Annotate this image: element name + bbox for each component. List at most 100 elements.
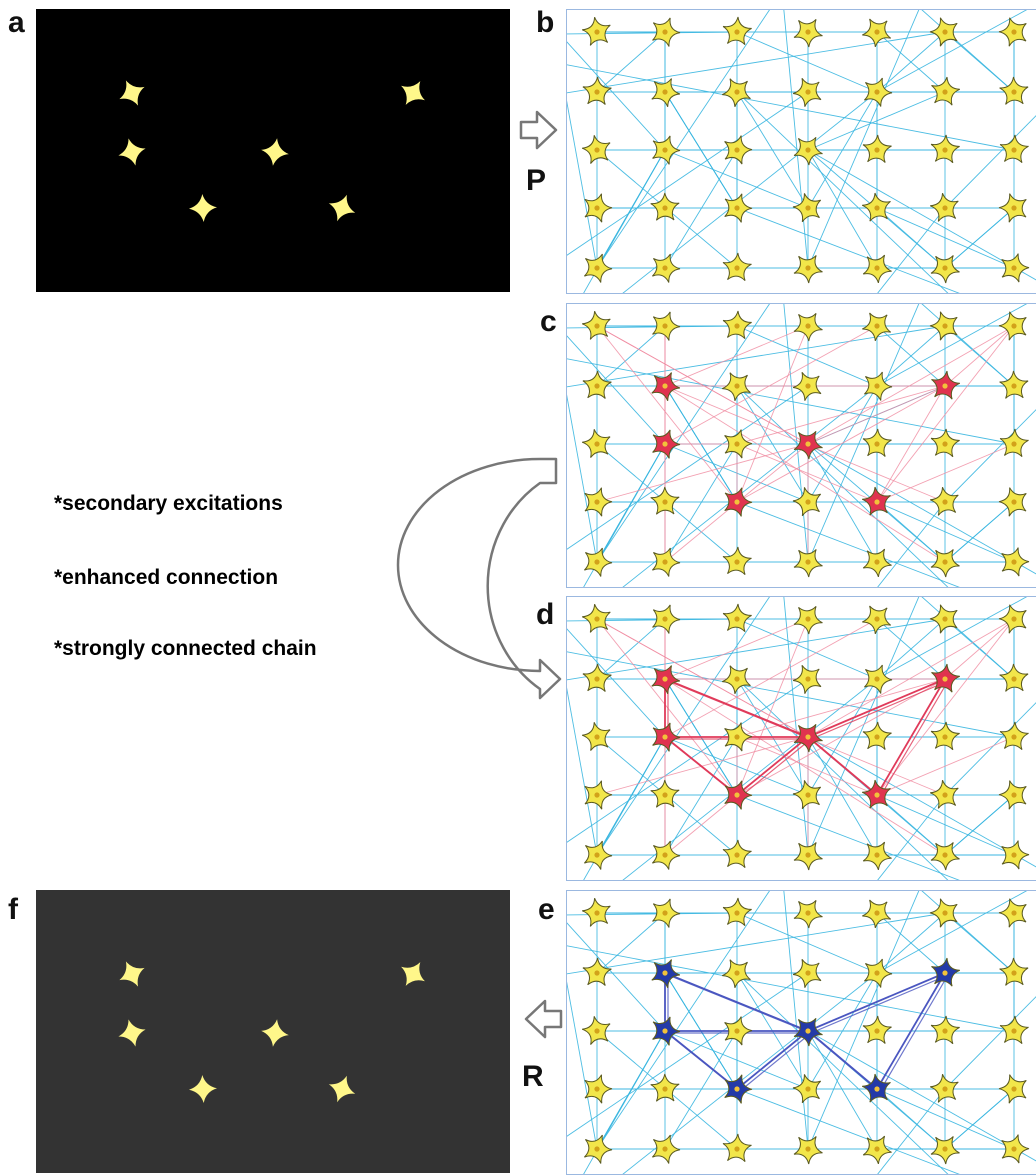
recalled-pattern-star (401, 962, 425, 986)
network-b-neuron-nucleus (594, 205, 600, 211)
network-panel-e (566, 890, 1036, 1175)
network-b-neuron-nucleus (942, 89, 948, 95)
network-c-neuron-nucleus (1011, 499, 1017, 505)
network-d-chain-connection (807, 678, 946, 738)
network-d-secondary-connection (876, 618, 1015, 796)
input-pattern-star (401, 81, 425, 105)
network-d-neuron-nucleus (662, 852, 668, 858)
network-d-neuron-nucleus (662, 734, 668, 740)
network-c-connection (664, 443, 809, 503)
network-c-neuron-nucleus (942, 441, 948, 447)
network-c-neuron-nucleus (1011, 383, 1017, 389)
network-d-neuron-nucleus (734, 734, 740, 740)
network-c-neuron-nucleus (734, 559, 740, 565)
network-b-neuron-nucleus (805, 265, 811, 271)
network-c-neuron-nucleus (1011, 323, 1017, 329)
network-d-connection (567, 651, 1015, 738)
network-c-secondary-connection (876, 385, 946, 503)
network-c-secondary-connection (876, 443, 1015, 503)
network-e-connection (877, 1088, 946, 1174)
network-e-connection (664, 1030, 809, 1090)
network-b-connection (876, 31, 946, 93)
network-e-neuron-nucleus (1011, 1146, 1017, 1152)
network-d-secondary-connection (736, 618, 809, 796)
network-e-connection (567, 912, 946, 975)
network-d-neuron-nucleus (662, 676, 668, 682)
network-d-neuron-nucleus (874, 616, 880, 622)
network-e-connection (783, 891, 809, 1150)
network-b-connection (877, 207, 946, 293)
network-c-neuron-nucleus (594, 499, 600, 505)
network-e-neuron-nucleus (594, 1028, 600, 1034)
network-b-neuron-nucleus (805, 147, 811, 153)
note-strongly-connected-chain: *strongly connected chain (54, 637, 317, 660)
network-b-connection (596, 10, 770, 269)
network-e-neuron-nucleus (805, 1086, 811, 1092)
network-c-secondary-connection (807, 325, 1015, 445)
network-b-neuron-nucleus (662, 147, 668, 153)
network-d-neuron-nucleus (942, 852, 948, 858)
network-e-connection (567, 972, 809, 1137)
network-c-secondary-connection (596, 325, 809, 445)
network-e-chain-connection (736, 1030, 809, 1090)
network-c-neuron-nucleus (942, 383, 948, 389)
recall-arrow-icon (524, 999, 563, 1039)
network-b-neuron-nucleus (805, 89, 811, 95)
network-e-connection (596, 891, 770, 1150)
network-e-connection (736, 972, 949, 1174)
network-d-neuron-nucleus (734, 792, 740, 798)
network-c-neuron-nucleus (874, 441, 880, 447)
network-e-connection (567, 945, 1015, 1032)
network-e-neuron-nucleus (662, 970, 668, 976)
network-e-neuron-nucleus (662, 1146, 668, 1152)
network-b-connection (622, 91, 878, 293)
network-d-connection (807, 597, 920, 856)
network-d-connection (944, 794, 1015, 856)
network-c-connection (736, 325, 878, 387)
network-c-neuron-nucleus (1011, 441, 1017, 447)
network-b-neuron-nucleus (734, 147, 740, 153)
network-b-connection (944, 115, 1036, 209)
network-e-connection (664, 1030, 738, 1150)
network-d-connection (807, 736, 878, 856)
network-c-neuron-nucleus (662, 559, 668, 565)
recalled-pattern-star (189, 1075, 217, 1103)
panel-label-e: e (538, 893, 555, 926)
panel-label-d: d (536, 598, 555, 631)
network-e-neuron-nucleus (734, 1028, 740, 1034)
network-b-neuron-nucleus (874, 265, 880, 271)
network-d-chain-connection (736, 736, 809, 796)
panel-label-a: a (8, 6, 25, 39)
network-e-neuron-nucleus (805, 970, 811, 976)
network-d-connection (921, 597, 1015, 680)
network-c-neuron-nucleus (942, 559, 948, 565)
network-b-connection (664, 149, 809, 209)
network-c-connection (877, 501, 946, 587)
network-b-neuron-nucleus (874, 29, 880, 35)
network-e-connection (876, 912, 946, 974)
network-e-neuron-nucleus (1011, 1086, 1017, 1092)
network-e-neuron-nucleus (942, 910, 948, 916)
network-d-neuron-nucleus (942, 676, 948, 682)
note-enhanced-connection: *enhanced connection (54, 566, 279, 589)
network-d-secondary-connection (664, 618, 809, 680)
recalled-pattern-star (261, 1019, 289, 1047)
network-d-secondary-connection (596, 736, 809, 796)
network-d-neuron-nucleus (805, 852, 811, 858)
network-e-neuron-nucleus (594, 910, 600, 916)
network-d-connection (944, 702, 1036, 796)
network-e-neuron-nucleus (662, 910, 668, 916)
network-b-neuron-nucleus (594, 265, 600, 271)
network-b-connection (807, 10, 920, 269)
network-b-neuron-nucleus (1011, 29, 1017, 35)
network-b-neuron-nucleus (734, 205, 740, 211)
network-c-secondary-connection (944, 325, 1015, 387)
network-e-chain-connection (664, 972, 809, 1032)
network-canvas-e (567, 891, 1036, 1174)
network-d-neuron-nucleus (594, 676, 600, 682)
input-pattern-star (119, 80, 145, 106)
network-c-neuron-nucleus (874, 383, 880, 389)
network-c-neuron-nucleus (662, 499, 668, 505)
network-d-neuron-nucleus (1011, 616, 1017, 622)
network-d-connection (736, 678, 949, 880)
